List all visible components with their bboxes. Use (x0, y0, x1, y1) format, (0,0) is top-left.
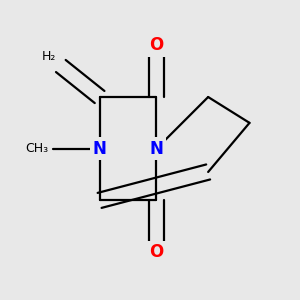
Text: O: O (149, 243, 164, 261)
Text: CH₃: CH₃ (25, 142, 48, 155)
Text: N: N (149, 140, 164, 158)
Text: N: N (93, 140, 106, 158)
Text: H₂: H₂ (41, 50, 56, 63)
Text: O: O (149, 36, 164, 54)
